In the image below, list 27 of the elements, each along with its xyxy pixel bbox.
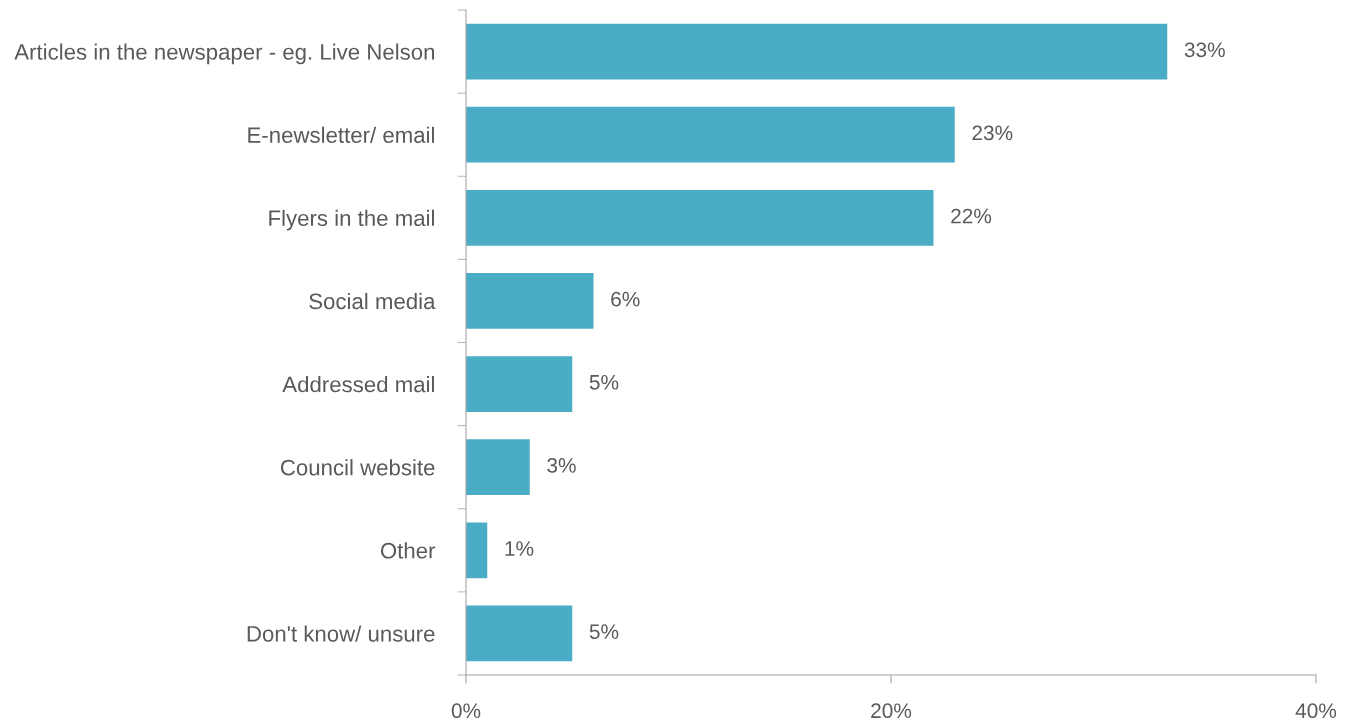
y-tick-label: Don't know/ unsure (247, 625, 435, 642)
data-label: 5% (589, 374, 619, 390)
x-tick-label: 40% (1295, 703, 1337, 719)
y-tick-label: Council website (280, 459, 435, 476)
data-label: 22% (951, 208, 992, 224)
y-tick-label: Flyers in the mail (269, 209, 434, 231)
y-tick-label: Social media (309, 292, 436, 310)
y-tick-label: Articles in the newspaper - eg. Live Nelson (14, 43, 435, 65)
data-label: 23% (972, 125, 1013, 141)
bar (466, 23, 1168, 80)
data-label: 3% (547, 458, 576, 473)
bar (466, 189, 934, 246)
data-label: 33% (1184, 42, 1225, 58)
x-tick-label: 0% (451, 703, 481, 719)
data-label: 1% (505, 541, 534, 556)
y-tick-label: Other (380, 542, 436, 559)
y-tick-label: Addressed mail (282, 376, 434, 393)
y-tick-label: E-newsletter/ email (248, 126, 434, 143)
bar (466, 522, 488, 579)
bar (466, 106, 955, 163)
bar (466, 605, 573, 662)
bar (466, 356, 573, 412)
bar (466, 439, 530, 496)
data-label: 6% (611, 291, 640, 307)
data-label: 5% (589, 624, 619, 640)
x-tick-label: 20% (871, 703, 912, 719)
bar (466, 273, 594, 329)
